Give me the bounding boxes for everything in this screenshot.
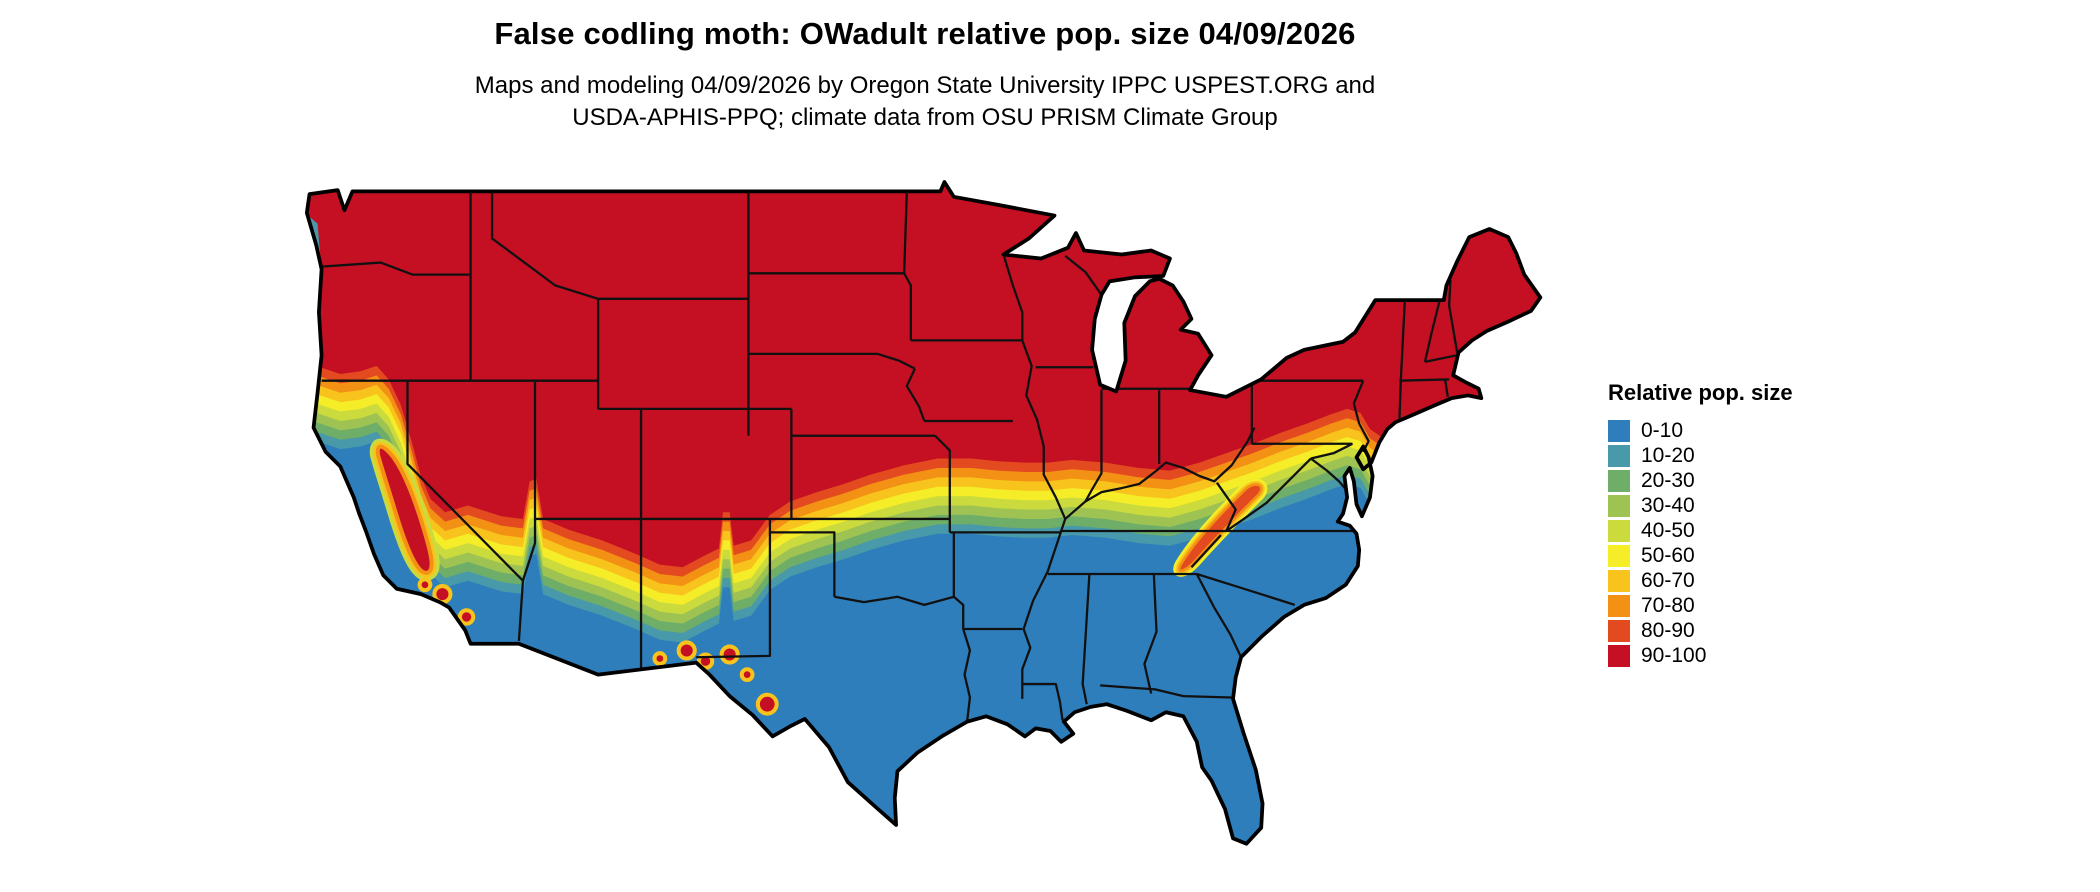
mountain-hotspots (417, 577, 779, 716)
hotspot (417, 577, 433, 593)
band-0-10 (306, 441, 1541, 844)
legend-item: 70-80 (1608, 593, 1793, 618)
legend-item-label: 50-60 (1641, 544, 1695, 567)
sierra-nevada-ridge (369, 438, 440, 581)
legend: Relative pop. size 0-10 10-20 20-30 30-40 40… (1608, 380, 1793, 668)
hotspot (457, 608, 476, 626)
hotspot (676, 640, 697, 661)
map-title: False codling moth: OWadult relative pop… (494, 16, 1356, 51)
legend-swatch (1608, 594, 1630, 617)
legend-swatch (1608, 419, 1630, 442)
legend-item: 80-90 (1608, 618, 1793, 643)
us-population-map (300, 178, 1562, 876)
appalachian-ridge (1173, 478, 1268, 577)
legend-title: Relative pop. size (1608, 380, 1793, 405)
legend-item-label: 40-50 (1641, 519, 1695, 542)
map-subtitle-line1: Maps and modeling 04/09/2026 by Oregon S… (474, 72, 1376, 99)
legend-item: 60-70 (1608, 568, 1793, 593)
map-subtitle-line2: USDA-APHIS-PPQ; climate data from OSU PR… (572, 104, 1278, 131)
legend-swatch (1608, 519, 1630, 542)
legend-item-label: 0-10 (1641, 419, 1684, 442)
legend-swatch (1608, 644, 1630, 667)
map-subtitle: Maps and modeling 04/09/2026 by Oregon S… (0, 70, 1850, 134)
legend-item-label: 30-40 (1641, 494, 1695, 517)
hotspot (652, 651, 668, 666)
legend-swatch (1608, 469, 1630, 492)
legend-item: 90-100 (1608, 643, 1793, 668)
legend-item: 0-10 (1608, 418, 1793, 443)
state-borders-west (321, 191, 950, 675)
legend-swatch (1608, 544, 1630, 567)
legend-item-label: 90-100 (1641, 644, 1707, 667)
legend-item: 20-30 (1608, 468, 1793, 493)
legend-item: 10-20 (1608, 443, 1793, 468)
state-borders-midwest (1002, 254, 1256, 699)
legend-item-label: 70-80 (1641, 594, 1695, 617)
hotspot (739, 667, 755, 683)
legend-item-label: 80-90 (1641, 619, 1695, 642)
legend-item-label: 10-20 (1641, 444, 1695, 467)
state-borders-east (1047, 279, 1459, 705)
legend-swatch (1608, 619, 1630, 642)
hotspot (719, 644, 740, 665)
legend-swatch (1608, 569, 1630, 592)
legend-item-label: 20-30 (1641, 469, 1695, 492)
legend-swatch (1608, 444, 1630, 467)
legend-items: 0-10 10-20 20-30 30-40 40-50 50-60 60-70 70-80 8… (1608, 418, 1793, 668)
us-outline (304, 180, 1543, 846)
legend-item: 40-50 (1608, 518, 1793, 543)
hotspot (755, 692, 779, 716)
legend-item: 30-40 (1608, 493, 1793, 518)
legend-item-label: 60-70 (1641, 569, 1695, 592)
legend-swatch (1608, 494, 1630, 517)
appalachian-core (1178, 483, 1263, 573)
header: False codling moth: OWadult relative pop… (0, 16, 1850, 134)
sierra-core (375, 444, 434, 575)
legend-item: 50-60 (1608, 543, 1793, 568)
map-svg (304, 180, 1543, 846)
state-borders-plains (696, 191, 1064, 721)
